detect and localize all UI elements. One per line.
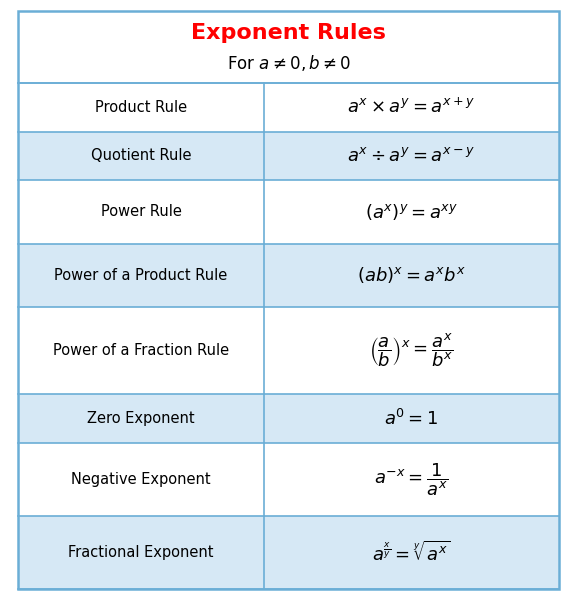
Text: Exponent Rules: Exponent Rules bbox=[191, 23, 386, 43]
Text: $a^0 = 1$: $a^0 = 1$ bbox=[384, 409, 439, 429]
Text: Product Rule: Product Rule bbox=[95, 100, 187, 115]
Text: Power of a Fraction Rule: Power of a Fraction Rule bbox=[53, 343, 229, 358]
Text: $\left(a^x\right)^y = a^{xy}$: $\left(a^x\right)^y = a^{xy}$ bbox=[365, 202, 458, 222]
FancyBboxPatch shape bbox=[18, 443, 559, 516]
Text: $a^x \times a^y = a^{x+y}$: $a^x \times a^y = a^{x+y}$ bbox=[347, 98, 475, 117]
FancyBboxPatch shape bbox=[18, 11, 559, 83]
FancyBboxPatch shape bbox=[18, 83, 559, 132]
Text: Power Rule: Power Rule bbox=[100, 204, 182, 219]
FancyBboxPatch shape bbox=[18, 243, 559, 307]
Text: Fractional Exponent: Fractional Exponent bbox=[68, 545, 214, 560]
Text: $\left(ab\right)^x = a^x b^x$: $\left(ab\right)^x = a^x b^x$ bbox=[357, 265, 466, 285]
FancyBboxPatch shape bbox=[18, 516, 559, 589]
Text: $a^x \div a^y = a^{x-y}$: $a^x \div a^y = a^{x-y}$ bbox=[347, 147, 475, 165]
Text: Zero Exponent: Zero Exponent bbox=[87, 411, 195, 426]
Text: $a^{\frac{x}{y}} = \sqrt[y]{a^x}$: $a^{\frac{x}{y}} = \sqrt[y]{a^x}$ bbox=[372, 540, 451, 564]
FancyBboxPatch shape bbox=[18, 180, 559, 243]
FancyBboxPatch shape bbox=[18, 307, 559, 394]
Text: Quotient Rule: Quotient Rule bbox=[91, 148, 192, 163]
FancyBboxPatch shape bbox=[18, 132, 559, 180]
FancyBboxPatch shape bbox=[18, 394, 559, 443]
Text: Negative Exponent: Negative Exponent bbox=[72, 472, 211, 487]
Text: $\left(\dfrac{a}{b}\right)^x = \dfrac{a^x}{b^x}$: $\left(\dfrac{a}{b}\right)^x = \dfrac{a^… bbox=[369, 332, 454, 370]
Text: Power of a Product Rule: Power of a Product Rule bbox=[54, 267, 228, 282]
Text: $a^{-x} = \dfrac{1}{a^x}$: $a^{-x} = \dfrac{1}{a^x}$ bbox=[374, 461, 449, 498]
Text: For $a \neq 0, b \neq 0$: For $a \neq 0, b \neq 0$ bbox=[227, 53, 350, 73]
